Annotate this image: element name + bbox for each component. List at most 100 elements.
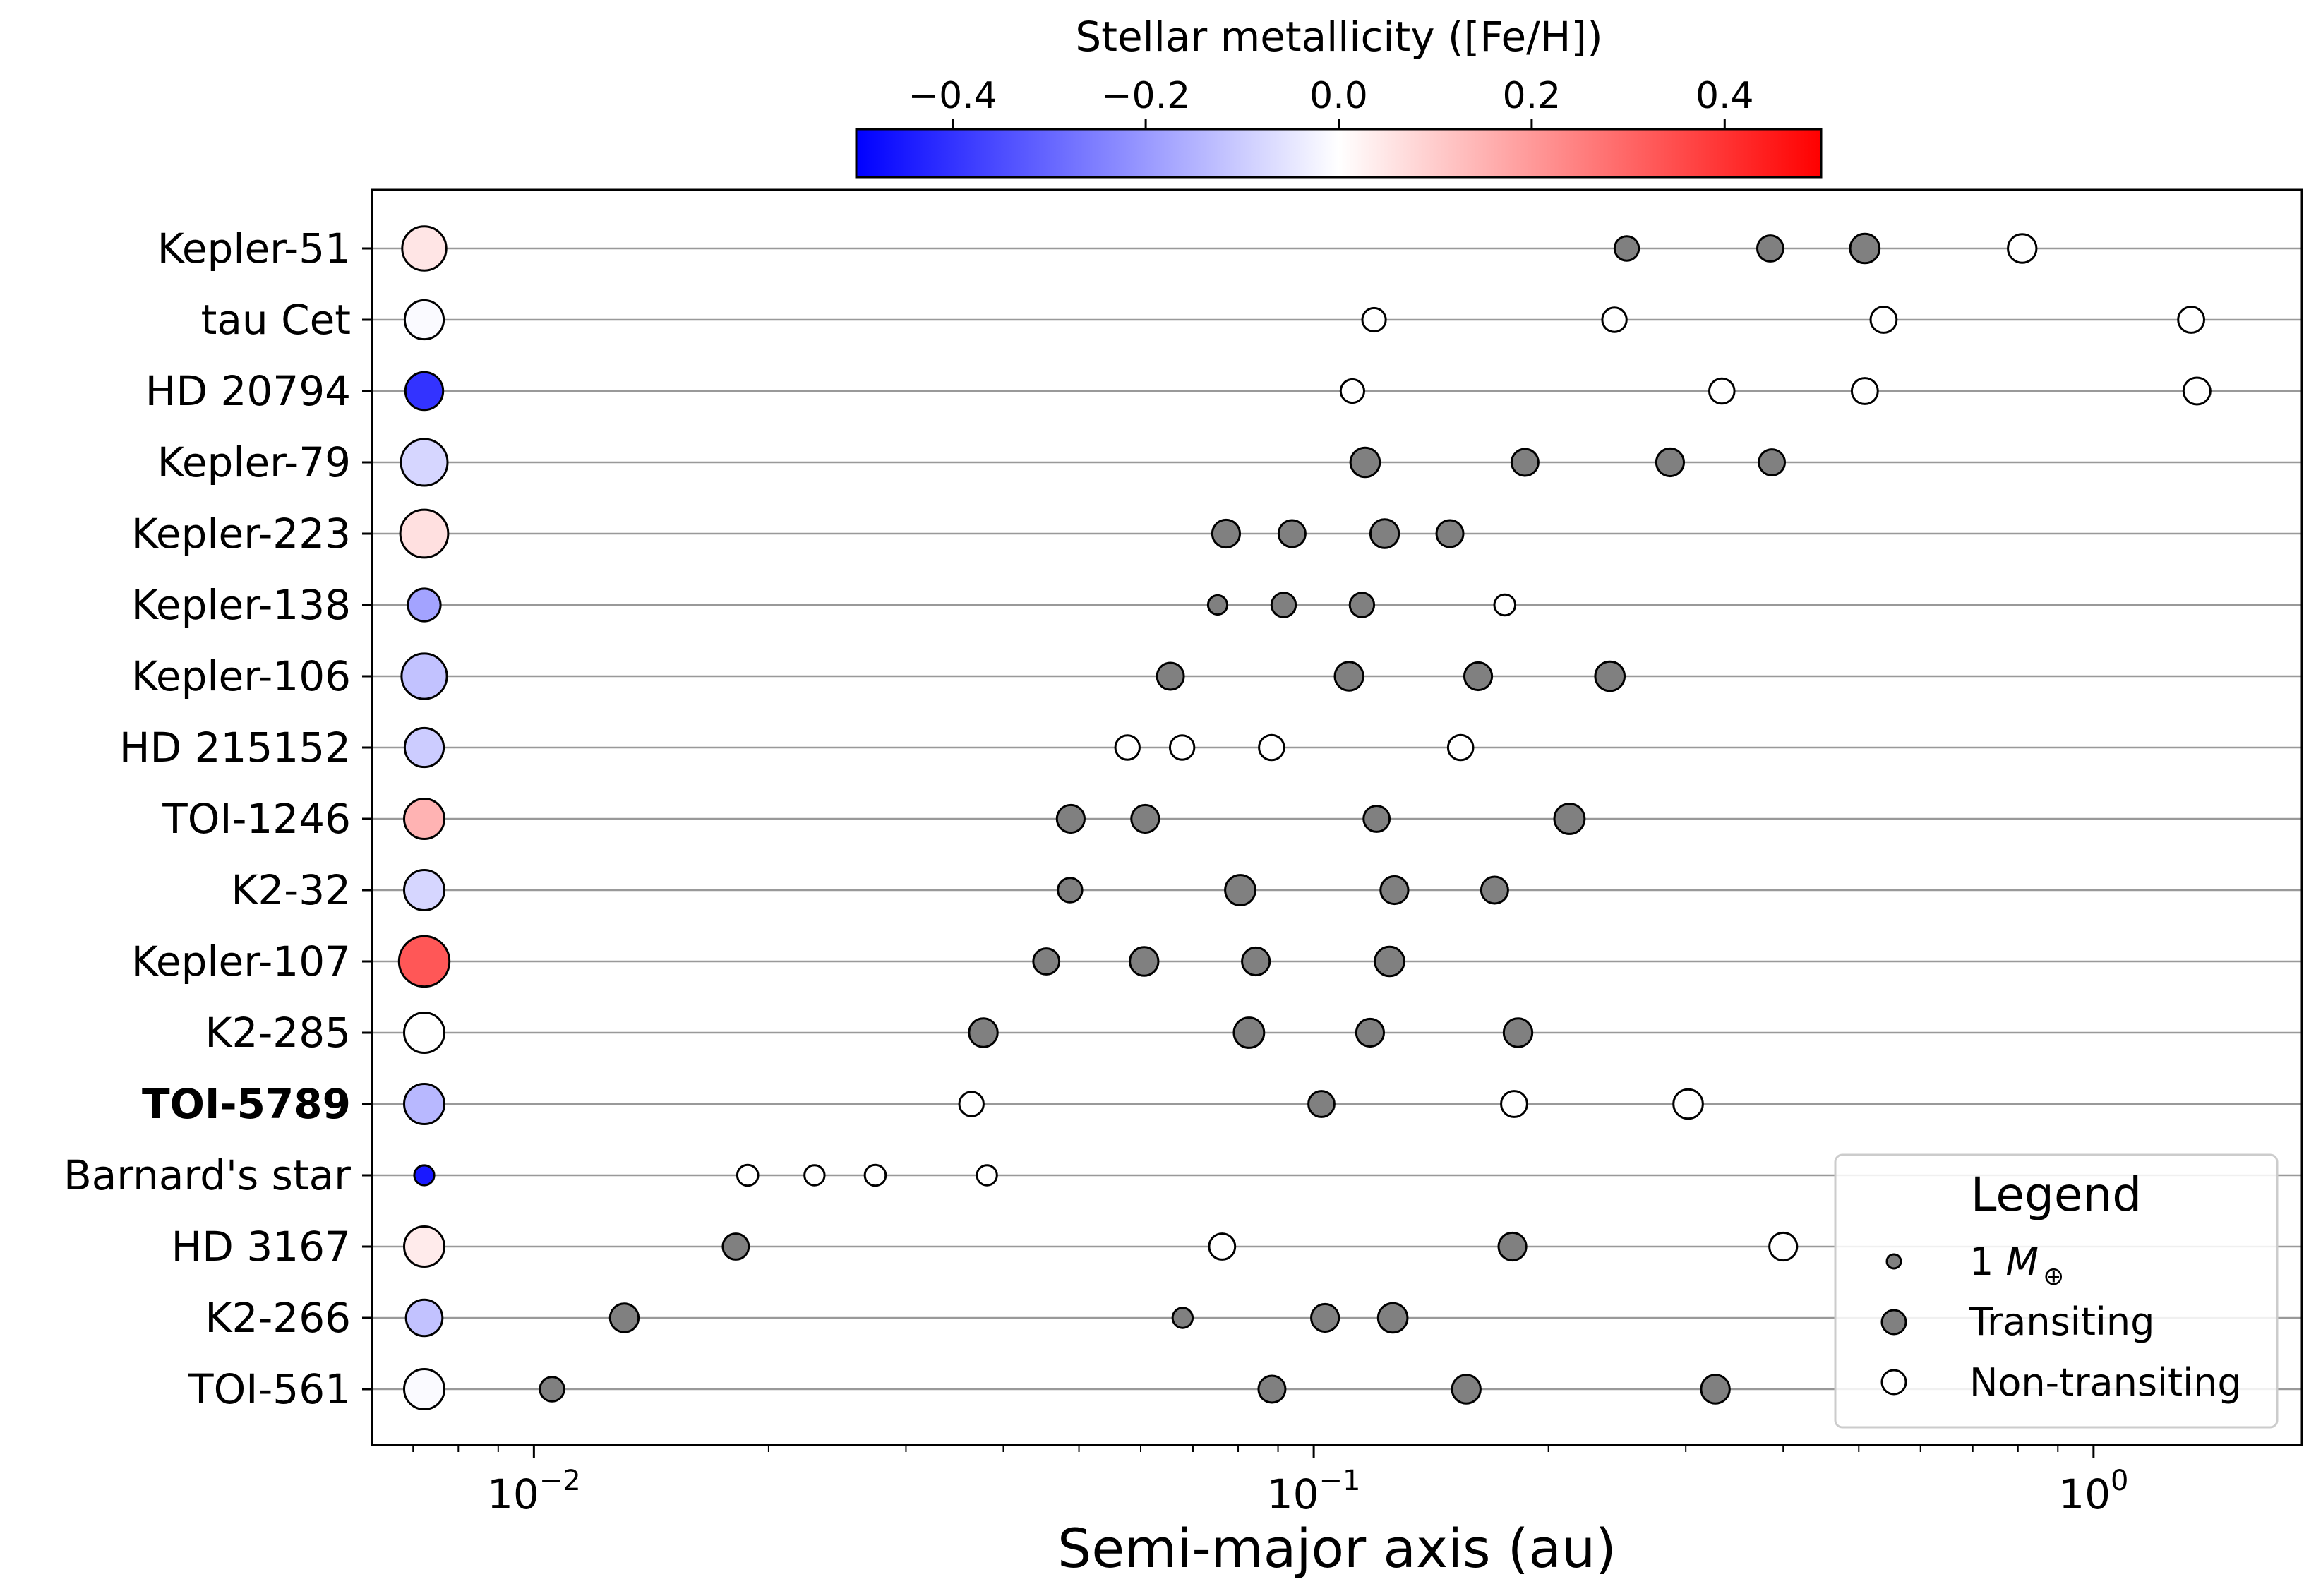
colorbar-tick-label: −0.2 <box>1101 75 1190 117</box>
plot-area: Kepler-51 tau Cet HD 20794 Kepler-79 Kepler-… <box>64 188 2303 1580</box>
colorbar-ticks: −0.4 −0.2 0.0 0.2 0.4 <box>908 75 1754 129</box>
transiting-planet-marker <box>1307 1090 1336 1118</box>
y-tick-label: Kepler-138 <box>131 581 351 629</box>
non-transiting-planet-marker <box>1672 1088 1704 1120</box>
y-tick-labels: Kepler-51 tau Cet HD 20794 Kepler-79 Kepler-… <box>64 224 372 1413</box>
colorbar-tick-label: 0.0 <box>1309 75 1368 117</box>
y-tick-label: K2-266 <box>205 1294 351 1342</box>
transiting-planet-marker <box>1232 1016 1266 1049</box>
star-marker <box>403 1368 445 1410</box>
transiting-planet-marker <box>1348 592 1376 618</box>
non-transiting-planet-marker <box>2182 376 2212 406</box>
star-marker <box>403 726 445 769</box>
transiting-planet-marker <box>1756 234 1784 263</box>
transiting-planet-marker <box>1156 661 1185 691</box>
y-tick-label: HD 20794 <box>145 367 351 415</box>
y-tick-label: HD 3167 <box>172 1223 351 1271</box>
transiting-planet-marker <box>1451 1374 1482 1405</box>
non-transiting-planet-marker <box>1850 377 1879 405</box>
plot-frame <box>371 188 2303 1446</box>
y-tick-label: TOI-1246 <box>162 795 351 843</box>
star-marker <box>403 1083 445 1125</box>
non-transiting-planet-marker <box>1493 593 1517 617</box>
y-tick-label: Barnard's star <box>64 1151 351 1199</box>
non-transiting-planet-marker <box>2007 233 2038 264</box>
star-markers <box>397 225 451 1410</box>
transiting-planet-marker <box>1369 518 1400 549</box>
colorbar-label: Stellar metallicity ([Fe/H]) <box>1075 13 1602 61</box>
non-transiting-planet-marker <box>736 1163 760 1187</box>
x-tick-label: 10−1 <box>1267 1465 1361 1518</box>
non-transiting-planet-marker <box>1114 734 1141 761</box>
transiting-planet-marker <box>1277 519 1307 548</box>
non-transiting-planet-marker <box>1258 733 1285 762</box>
star-marker <box>399 508 450 559</box>
transiting-planet-marker <box>1224 874 1256 906</box>
non-transiting-planet-marker <box>1869 306 1898 334</box>
transiting-planet-marker <box>1057 877 1084 904</box>
transiting-planet-marker <box>1241 946 1271 977</box>
non-transiting-planet-marker <box>2177 306 2206 334</box>
non-transiting-planet-marker <box>863 1163 887 1187</box>
transiting-planet-marker <box>1270 592 1297 618</box>
legend-mass-marker <box>1885 1253 1902 1270</box>
transiting-planet-marker <box>1758 448 1787 476</box>
colorbar: Stellar metallicity ([Fe/H]) −0.4 −0.2 0.0… <box>855 13 1823 179</box>
transiting-planet-marker <box>1206 594 1229 616</box>
transiting-planet-marker <box>1257 1374 1287 1404</box>
x-tick-label: 100 <box>2058 1465 2128 1518</box>
transiting-planet-marker <box>1613 235 1640 262</box>
non-transiting-planet-marker <box>1708 377 1736 405</box>
y-tick-label: tau Cet <box>201 296 351 344</box>
non-transiting-planet-marker <box>803 1164 826 1187</box>
star-marker <box>413 1164 436 1187</box>
legend-transiting-label: Transiting <box>1969 1300 2154 1344</box>
y-tick-label: K2-32 <box>231 866 351 914</box>
non-transiting-planet-marker <box>1768 1231 1799 1262</box>
star-marker <box>403 1012 445 1054</box>
transiting-planet-marker <box>1510 448 1540 477</box>
transiting-planet-marker <box>1655 447 1686 478</box>
colorbar-tick-label: −0.4 <box>908 75 997 117</box>
transiting-planet-marker <box>1211 518 1242 549</box>
x-tick-label: 10−2 <box>487 1465 581 1518</box>
star-marker <box>404 1298 444 1338</box>
transiting-planet-marker <box>1130 803 1160 834</box>
y-tick-label: Kepler-51 <box>157 224 351 272</box>
colorbar-tick-label: 0.2 <box>1503 75 1561 117</box>
non-transiting-planet-marker <box>1446 733 1475 762</box>
transiting-planet-marker <box>1463 661 1494 692</box>
transiting-planet-marker <box>1129 946 1160 977</box>
transiting-planet-marker <box>1310 1302 1340 1333</box>
non-transiting-planet-marker <box>1208 1232 1237 1261</box>
transiting-planet-marker <box>1849 232 1881 265</box>
legend-non-transiting-marker <box>1880 1369 1907 1396</box>
y-tick-label: Kepler-107 <box>131 937 351 985</box>
y-tick-label: Kepler-106 <box>131 652 351 700</box>
transiting-planet-marker <box>1055 803 1086 834</box>
transiting-planet-marker <box>1700 1374 1731 1405</box>
planet-markers <box>539 232 2212 1405</box>
star-marker <box>400 438 449 487</box>
star-marker <box>403 299 445 341</box>
non-transiting-planet-marker <box>1168 734 1196 761</box>
star-marker <box>407 587 442 623</box>
transiting-planet-marker <box>1374 945 1405 978</box>
star-marker <box>400 652 448 700</box>
transiting-planet-marker <box>721 1232 750 1261</box>
star-marker <box>397 935 451 988</box>
transiting-planet-marker <box>1553 803 1586 835</box>
non-transiting-planet-marker <box>1361 306 1387 333</box>
legend-box <box>1834 1153 2279 1429</box>
transiting-planet-marker <box>1362 805 1391 833</box>
legend-non-transiting-label: Non-transiting <box>1969 1360 2242 1405</box>
x-axis: 10−2 10−1 100 <box>412 1445 2128 1518</box>
transiting-planet-marker <box>608 1302 640 1333</box>
legend: Legend 1 M ⊕ Transiting Non-transiting <box>1834 1153 2279 1429</box>
transiting-planet-marker <box>1594 660 1626 692</box>
star-marker <box>403 869 445 911</box>
colorbar-tick-label: 0.4 <box>1696 75 1754 117</box>
non-transiting-planet-marker <box>1500 1090 1528 1118</box>
transiting-planet-marker <box>1497 1231 1528 1262</box>
